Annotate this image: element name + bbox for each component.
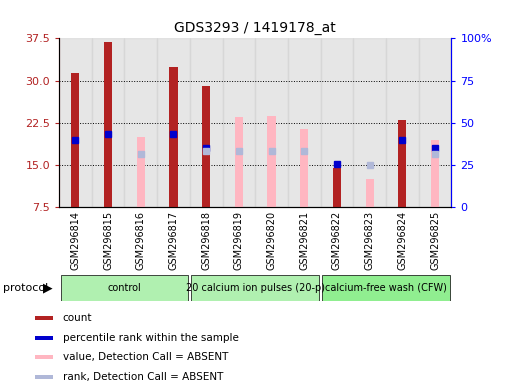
- Bar: [61, 275, 188, 301]
- Text: GSM296821: GSM296821: [299, 210, 309, 270]
- Text: GSM296823: GSM296823: [365, 210, 374, 270]
- Text: ▶: ▶: [43, 281, 52, 295]
- Title: GDS3293 / 1419178_at: GDS3293 / 1419178_at: [174, 21, 336, 35]
- Bar: [35, 375, 53, 379]
- Bar: [104, 42, 112, 207]
- Bar: [59, 38, 92, 207]
- Text: protocol: protocol: [3, 283, 48, 293]
- Text: GSM296814: GSM296814: [70, 210, 81, 270]
- Bar: [92, 38, 124, 207]
- Bar: [322, 275, 450, 301]
- Bar: [431, 140, 439, 207]
- Bar: [169, 66, 177, 207]
- Bar: [191, 275, 319, 301]
- Bar: [190, 38, 223, 207]
- Bar: [398, 120, 406, 207]
- Bar: [333, 169, 341, 207]
- Bar: [386, 38, 419, 207]
- Text: value, Detection Call = ABSENT: value, Detection Call = ABSENT: [63, 352, 228, 362]
- Text: rank, Detection Call = ABSENT: rank, Detection Call = ABSENT: [63, 372, 223, 382]
- Text: GSM296816: GSM296816: [136, 210, 146, 270]
- Bar: [353, 38, 386, 207]
- Text: GSM296819: GSM296819: [234, 210, 244, 270]
- Bar: [35, 336, 53, 339]
- Bar: [71, 73, 80, 207]
- Bar: [321, 38, 353, 207]
- Text: GSM296817: GSM296817: [168, 210, 179, 270]
- Text: control: control: [108, 283, 141, 293]
- Bar: [267, 116, 275, 207]
- Bar: [288, 38, 321, 207]
- Text: GSM296822: GSM296822: [332, 210, 342, 270]
- Bar: [124, 38, 157, 207]
- Bar: [235, 117, 243, 207]
- Bar: [35, 316, 53, 320]
- Bar: [35, 355, 53, 359]
- Text: percentile rank within the sample: percentile rank within the sample: [63, 333, 239, 343]
- Text: calcium-free wash (CFW): calcium-free wash (CFW): [325, 283, 447, 293]
- Bar: [366, 179, 374, 207]
- Text: count: count: [63, 313, 92, 323]
- Bar: [419, 38, 451, 207]
- Bar: [136, 137, 145, 207]
- Text: GSM296824: GSM296824: [398, 210, 407, 270]
- Text: GSM296815: GSM296815: [103, 210, 113, 270]
- Text: GSM296818: GSM296818: [201, 210, 211, 270]
- Bar: [223, 38, 255, 207]
- Bar: [202, 86, 210, 207]
- Bar: [300, 129, 308, 207]
- Bar: [255, 38, 288, 207]
- Text: GSM296820: GSM296820: [267, 210, 277, 270]
- Text: 20 calcium ion pulses (20-p): 20 calcium ion pulses (20-p): [186, 283, 325, 293]
- Bar: [157, 38, 190, 207]
- Text: GSM296825: GSM296825: [430, 210, 440, 270]
